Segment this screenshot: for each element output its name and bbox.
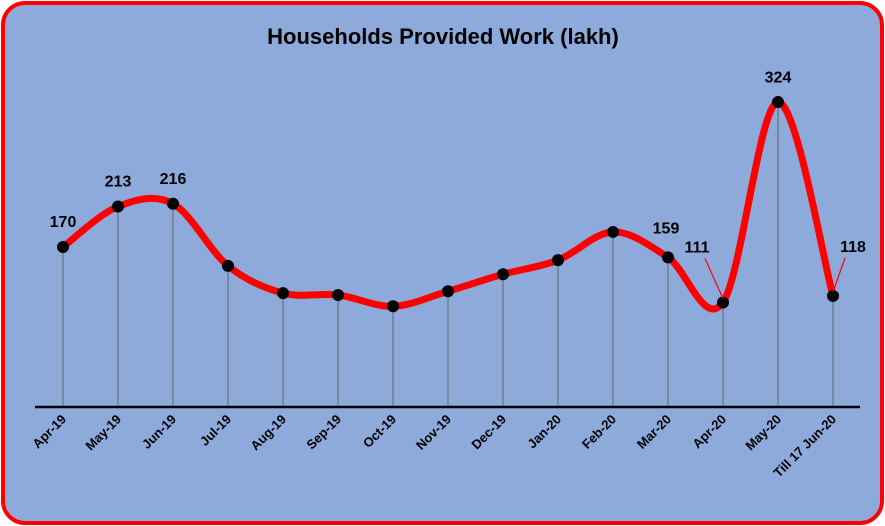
point — [167, 197, 179, 210]
labels: 170 213 216 159 111 324 118 — [50, 69, 866, 299]
point — [497, 268, 509, 281]
point — [112, 200, 124, 213]
data-label: 216 — [160, 171, 187, 188]
drop-lines — [62, 102, 834, 407]
point — [772, 96, 784, 109]
line — [59, 98, 837, 313]
data-label: 213 — [105, 174, 132, 191]
point — [332, 289, 344, 301]
leader-line — [832, 257, 846, 293]
data-label: 111 — [685, 240, 710, 257]
point — [717, 296, 729, 309]
data-label: 118 — [840, 239, 866, 256]
point — [442, 285, 454, 298]
point — [57, 241, 69, 253]
point — [387, 300, 399, 313]
point — [222, 259, 234, 272]
point — [277, 287, 289, 300]
data-label: 324 — [765, 69, 792, 86]
series — [57, 96, 839, 313]
point — [827, 289, 839, 302]
chart-title: Households Provided Work (lakh) — [267, 24, 619, 49]
point — [552, 254, 564, 267]
leader-line — [704, 258, 724, 299]
point — [662, 251, 674, 264]
data-label: 159 — [653, 221, 680, 238]
point — [607, 225, 619, 238]
data-label: 170 — [50, 214, 77, 231]
